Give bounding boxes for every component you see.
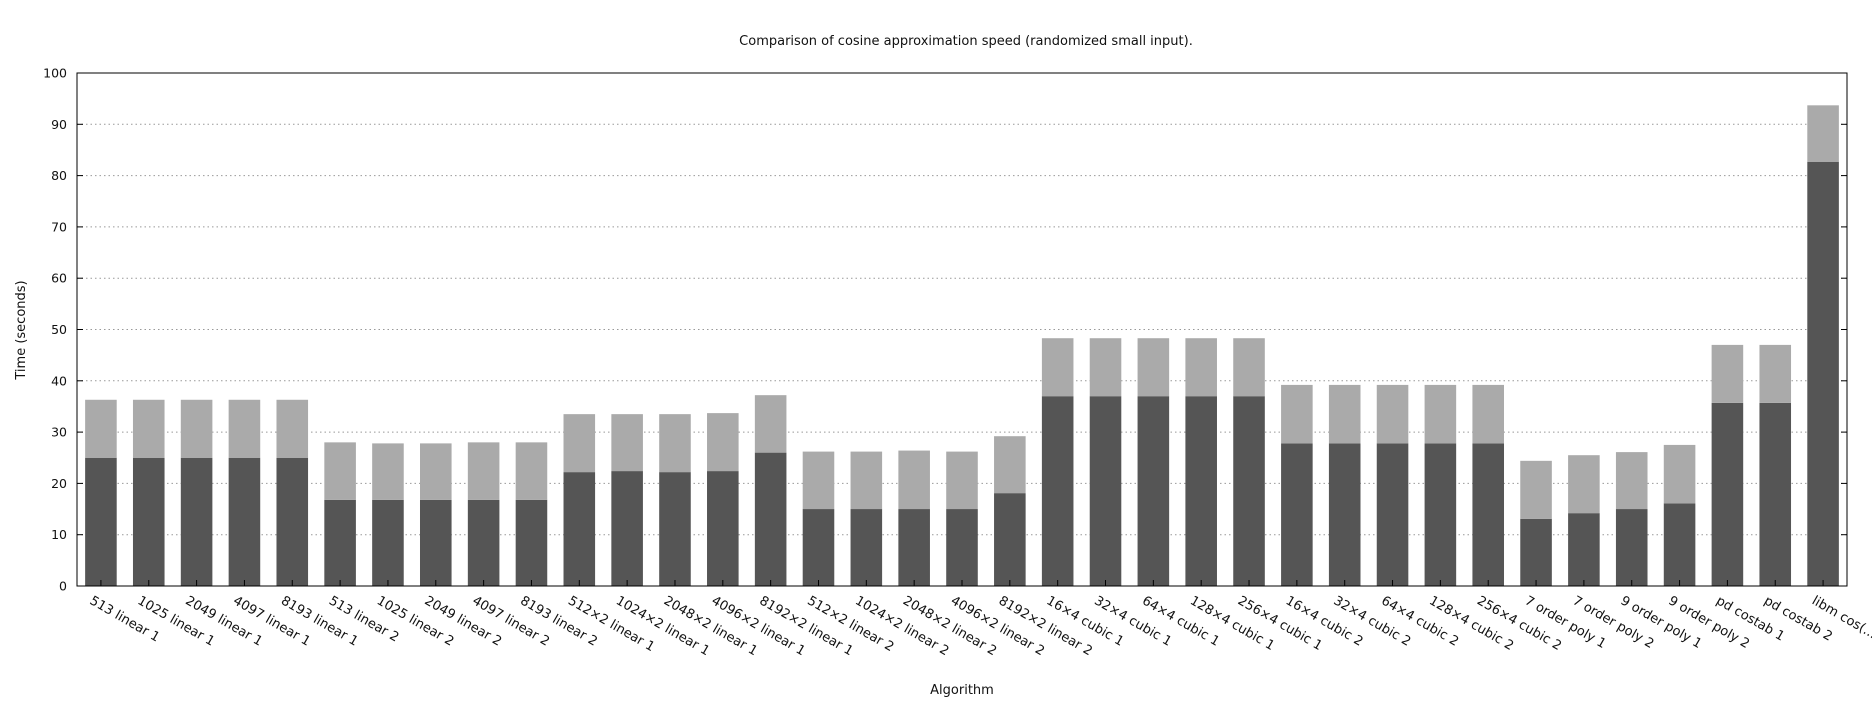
bar-segment-lower [1520,518,1552,586]
bar-segment-lower [1041,396,1074,586]
bar-segment-lower [372,499,404,586]
y-tick-label: 60 [51,271,67,286]
bar-segment-lower [85,457,117,586]
bar-segment-upper [132,399,165,458]
bar-segment-upper [1089,338,1122,397]
bar-segment-lower [754,452,787,586]
bar-segment-upper [1472,384,1505,444]
bar-segment-upper [1424,384,1457,444]
bar-segment-lower [419,499,452,586]
bar-segment-upper [1615,452,1648,510]
y-tick-label: 90 [51,117,67,132]
y-axis-label: Time (seconds) [14,280,29,380]
bar-segment-upper [1233,338,1265,397]
y-tick-label: 50 [51,322,67,337]
bar-segment-lower [276,457,309,586]
y-tick-label: 30 [51,425,67,440]
x-tick-label: 7 order poly 2 [1570,593,1656,652]
bar-segment-upper [1328,384,1361,444]
bar-segment-upper [1568,455,1600,514]
bar-segment-lower [707,471,739,586]
bar-segment-upper [1711,344,1744,403]
chart-title: Comparison of cosine approximation speed… [739,34,1193,49]
bar-segment-upper [1663,444,1696,504]
y-tick-label: 70 [51,219,67,234]
bar-segment-lower [1328,443,1361,586]
x-tick-label: 9 order poly 1 [1618,593,1704,652]
bar-segment-upper [611,414,643,472]
bar-segment-upper [1520,460,1552,519]
bar-segment-lower [1472,443,1505,586]
bar-segment-upper [994,436,1026,494]
bar-segment-lower [515,499,548,586]
bar-segment-lower [659,472,691,586]
y-tick-label: 100 [43,66,67,81]
bar-segment-upper [707,413,739,472]
bar-segment-upper [85,399,117,458]
bar-segment-lower [802,509,835,586]
bar-segment-upper [467,442,500,500]
bar-segment-lower [1568,513,1600,586]
bar-segment-lower [228,457,261,586]
bar-segment-lower [1615,509,1648,586]
bar-segment-lower [1185,396,1217,586]
bar-segment-lower [1711,402,1744,586]
bar-segment-upper [1137,338,1170,397]
bar-segment-lower [467,499,500,586]
bar-segment-lower [1663,503,1696,586]
bar-segment-upper [1281,384,1313,444]
y-tick-label: 80 [51,168,67,183]
bar-segment-upper [802,451,835,510]
bar-segment-lower [1233,396,1265,586]
bar-segment-upper [1376,384,1409,444]
bar-segment-lower [1759,402,1792,586]
bar-segment-upper [1041,338,1074,397]
bar-segment-upper [898,450,930,510]
bar-segment-upper [1185,338,1217,397]
y-tick-label: 0 [59,579,67,594]
bar-segment-lower [611,471,643,586]
bar-segment-upper [515,442,548,500]
bar-segment-upper [180,399,213,458]
bar-segment-upper [324,442,356,500]
bar-segment-upper [372,443,404,500]
bar-segment-upper [1759,344,1792,403]
bar-segment-lower [946,509,978,586]
bar-segment-lower [898,509,930,586]
bar-segment-upper [754,395,787,453]
bar-segment-lower [180,457,213,586]
bar-segment-lower [563,472,596,586]
bar-segment-upper [276,399,309,458]
y-tick-label: 40 [51,373,67,388]
bar-segment-lower [324,499,356,586]
y-tick-labels: 0 10 20 30 40 50 60 70 80 90 100 [43,66,67,594]
bars [85,105,1839,586]
y-tick-label: 10 [51,527,67,542]
bar-segment-upper [563,414,596,473]
bar-segment-lower [1376,443,1409,586]
bar-segment-lower [994,493,1026,586]
bar-segment-upper [1807,105,1839,162]
bar-segment-lower [1424,443,1457,586]
bar-segment-upper [850,451,883,510]
bar-segment-upper [228,399,261,458]
y-tick-label: 20 [51,476,67,491]
x-axis-label: Algorithm [930,683,994,698]
bar-segment-lower [1137,396,1170,586]
bar-segment-upper [419,443,452,500]
x-tick-label: 9 order poly 2 [1666,593,1752,652]
bar-segment-upper [659,414,691,473]
bar-segment-lower [1089,396,1122,586]
bar-segment-lower [850,509,883,586]
bar-segment-lower [132,457,165,586]
bar-segment-lower [1807,161,1839,586]
axes [76,72,1848,587]
bar-segment-upper [946,451,978,510]
x-tick-label: 7 order poly 1 [1522,593,1608,652]
bar-segment-lower [1281,443,1313,586]
plot-frame [76,72,1848,587]
